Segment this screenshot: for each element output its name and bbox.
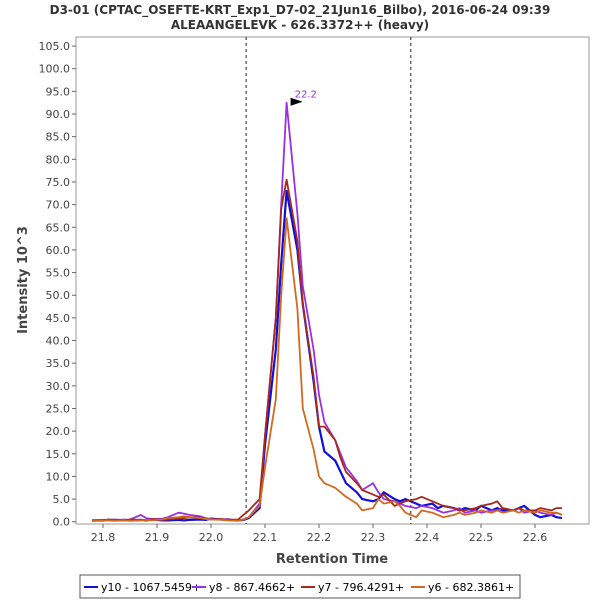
y-tick-label: 25.0 bbox=[46, 402, 71, 415]
y-tick-label: 30.0 bbox=[46, 380, 71, 393]
y-tick-label: 15.0 bbox=[46, 448, 71, 461]
y-tick-label: 105.0 bbox=[39, 40, 71, 53]
x-tick-label: 22.0 bbox=[199, 531, 224, 544]
x-tick-label: 21.8 bbox=[91, 531, 116, 544]
legend-label: y7 - 796.4291+ bbox=[318, 581, 404, 594]
legend: y10 - 1067.5459+ y8 - 867.4662+ y7 - 796.4… bbox=[79, 574, 521, 599]
y-tick-label: 50.0 bbox=[46, 289, 71, 302]
y-axis-title: Intensity 10^3 bbox=[16, 226, 31, 334]
y-tick-label: 55.0 bbox=[46, 267, 71, 280]
x-tick-label: 22.4 bbox=[415, 531, 440, 544]
y-tick-label: 95.0 bbox=[46, 85, 71, 98]
plot-area bbox=[75, 36, 590, 525]
x-axis-title: Retention Time bbox=[276, 552, 388, 567]
x-tick-label: 22.1 bbox=[253, 531, 278, 544]
y-tick-label: 80.0 bbox=[46, 153, 71, 166]
y-tick-label: 0.0 bbox=[53, 516, 71, 529]
y-tick-label: 10.0 bbox=[46, 470, 71, 483]
y-tick-label: 100.0 bbox=[39, 63, 71, 76]
peak-annotation: 22.2 bbox=[290, 90, 317, 106]
series-line-4 bbox=[92, 217, 563, 522]
x-tick-label: 22.3 bbox=[361, 531, 386, 544]
y-tick-label: 90.0 bbox=[46, 108, 71, 121]
legend-box bbox=[79, 574, 521, 599]
peak-arrow-icon bbox=[290, 97, 303, 106]
y-tick-label: 85.0 bbox=[46, 131, 71, 144]
y-axis: 0.0 5.0 10.0 15.0 20.0 25.0 30.0 35.0 40.0 45.0 50… bbox=[39, 40, 76, 529]
y-tick-label: 75.0 bbox=[46, 176, 71, 189]
y-tick-label: 45.0 bbox=[46, 312, 71, 325]
x-tick-label: 22.6 bbox=[523, 531, 548, 544]
y-tick-label: 40.0 bbox=[46, 335, 71, 348]
legend-label: y6 - 682.3861+ bbox=[428, 581, 514, 594]
y-tick-label: 60.0 bbox=[46, 244, 71, 257]
chart-title: D3-01 (CPTAC_OSEFTE-KRT_Exp1_D7-02_21Jun… bbox=[50, 3, 551, 18]
y-tick-label: 20.0 bbox=[46, 425, 71, 438]
series-layer bbox=[92, 101, 563, 522]
series-line-3 bbox=[92, 178, 562, 522]
y-tick-label: 35.0 bbox=[46, 357, 71, 370]
y-tick-label: 65.0 bbox=[46, 221, 71, 234]
x-tick-label: 21.9 bbox=[145, 531, 170, 544]
x-tick-label: 22.2 bbox=[307, 531, 332, 544]
y-tick-label: 5.0 bbox=[53, 493, 71, 506]
x-tick-label: 22.5 bbox=[469, 531, 494, 544]
series-line-1 bbox=[92, 189, 563, 522]
x-axis: 21.8 21.9 22.0 22.1 22.2 22.3 22.4 22.5 22.6 bbox=[91, 524, 548, 544]
peak-label: 22.2 bbox=[295, 90, 317, 101]
legend-label: y10 - 1067.5459+ bbox=[101, 581, 201, 594]
legend-label: y8 - 867.4662+ bbox=[209, 581, 295, 594]
chart-subtitle: ALEAANGELEVK - 626.3372++ (heavy) bbox=[171, 18, 429, 32]
y-tick-label: 70.0 bbox=[46, 199, 71, 212]
